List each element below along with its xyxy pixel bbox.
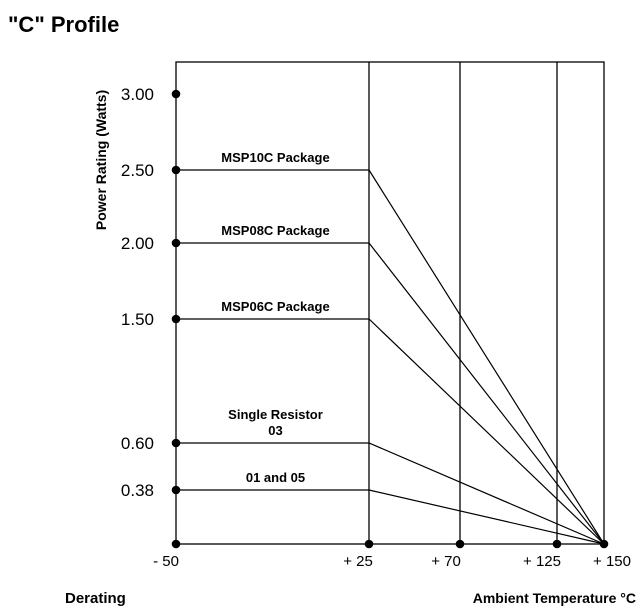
y-axis-label: Power Rating (Watts) xyxy=(93,90,109,230)
x-tick-label: - 50 xyxy=(153,553,179,570)
y-tick-label: 2.00 xyxy=(121,234,154,253)
series-line-5 xyxy=(176,489,605,545)
y-tick-dot xyxy=(171,89,181,99)
y-tick-label: 1.50 xyxy=(121,310,154,329)
series-label-2: MSP08C Package xyxy=(221,223,329,238)
x-tick-labels: - 50 + 25 + 70 + 125 + 150 xyxy=(153,553,631,570)
footer-right: Ambient Temperature °C xyxy=(473,590,636,606)
x-tick-dot xyxy=(364,539,374,549)
x-tick-label: + 150 xyxy=(593,553,631,570)
x-tick-label: + 70 xyxy=(431,553,461,570)
series-line-1 xyxy=(176,169,605,545)
y-tick-dot xyxy=(171,238,181,248)
series-label-3: MSP06C Package xyxy=(221,299,329,314)
y-tick-dot xyxy=(171,165,181,175)
x-tick-markers xyxy=(364,539,609,549)
series-line-3 xyxy=(176,318,605,545)
series-line-2 xyxy=(176,242,605,545)
vertical-gridlines xyxy=(368,62,558,544)
y-tick-markers xyxy=(171,89,181,549)
plot-frame xyxy=(175,61,605,545)
y-tick-label: 2.50 xyxy=(121,161,154,180)
y-tick-labels: 3.00 2.50 2.00 1.50 0.60 0.38 xyxy=(121,85,154,500)
y-tick-label: 0.60 xyxy=(121,434,154,453)
y-tick-dot xyxy=(171,438,181,448)
series-labels: MSP10C Package MSP08C Package MSP06C Packa… xyxy=(221,150,329,485)
x-tick-dot xyxy=(455,539,465,549)
plot-border xyxy=(175,61,605,545)
x-tick-dot xyxy=(599,539,609,549)
y-tick-label: 3.00 xyxy=(121,85,154,104)
series-label-4: Single Resistor 03 xyxy=(228,407,323,438)
y-tick-label: 0.38 xyxy=(121,481,154,500)
y-tick-dot xyxy=(171,314,181,324)
series-line-4 xyxy=(176,442,605,545)
origin-dot xyxy=(171,539,181,549)
y-tick-dot xyxy=(171,485,181,495)
series-label-1: MSP10C Package xyxy=(221,150,329,165)
x-tick-dot xyxy=(552,539,562,549)
series-lines xyxy=(176,169,605,545)
chart-title: "C" Profile xyxy=(8,12,119,37)
series-label-5: 01 and 05 xyxy=(246,470,305,485)
footer-left: Derating xyxy=(65,590,126,607)
x-tick-label: + 125 xyxy=(523,553,561,570)
x-tick-label: + 25 xyxy=(343,553,373,570)
